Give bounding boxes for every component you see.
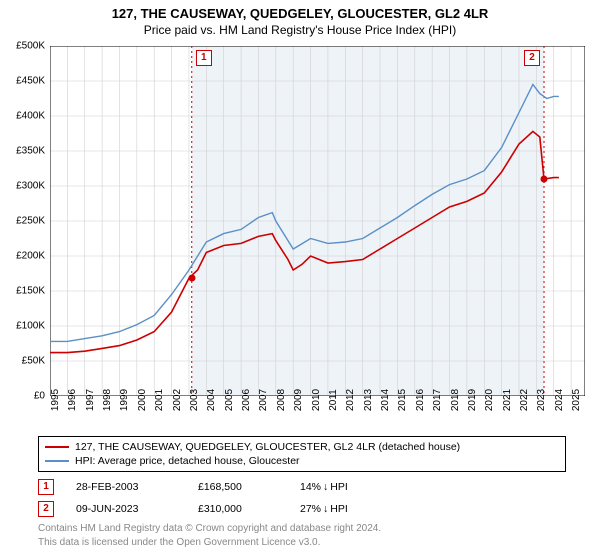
- chart-container: 127, THE CAUSEWAY, QUEDGELEY, GLOUCESTER…: [0, 0, 600, 560]
- sale-marker-dot: [188, 275, 195, 282]
- footer-attribution: Contains HM Land Registry data © Crown c…: [38, 522, 381, 549]
- legend-swatch: [45, 460, 69, 462]
- x-tick-label: 2021: [502, 389, 513, 411]
- legend-label: 127, THE CAUSEWAY, QUEDGELEY, GLOUCESTER…: [75, 441, 460, 453]
- x-tick-label: 1999: [119, 389, 130, 411]
- chart-marker-box: 1: [196, 50, 212, 66]
- y-tick-label: £100K: [16, 321, 45, 332]
- marker-num-icon: 2: [38, 501, 54, 517]
- footer-line: This data is licensed under the Open Gov…: [38, 536, 381, 550]
- y-tick-label: £300K: [16, 181, 45, 192]
- y-tick-label: £250K: [16, 216, 45, 227]
- y-tick-label: £0: [34, 391, 45, 402]
- x-tick-label: 2023: [536, 389, 547, 411]
- chart-title: 127, THE CAUSEWAY, QUEDGELEY, GLOUCESTER…: [0, 0, 600, 21]
- x-tick-label: 2017: [432, 389, 443, 411]
- x-tick-label: 2007: [258, 389, 269, 411]
- x-tick-label: 1996: [67, 389, 78, 411]
- chart-marker-box: 2: [524, 50, 540, 66]
- x-tick-label: 2004: [206, 389, 217, 411]
- down-arrow-icon: ↓: [323, 481, 328, 493]
- chart-subtitle: Price paid vs. HM Land Registry's House …: [0, 21, 600, 37]
- x-tick-label: 2010: [311, 389, 322, 411]
- x-tick-label: 2002: [172, 389, 183, 411]
- marker-price: £310,000: [198, 503, 278, 515]
- y-tick-label: £150K: [16, 286, 45, 297]
- y-tick-label: £500K: [16, 41, 45, 52]
- x-tick-label: 2018: [450, 389, 461, 411]
- marker-price: £168,500: [198, 481, 278, 493]
- marker-num-icon: 1: [38, 479, 54, 495]
- x-tick-label: 2005: [224, 389, 235, 411]
- x-tick-label: 2013: [363, 389, 374, 411]
- x-tick-label: 1995: [50, 389, 61, 411]
- x-tick-label: 2006: [241, 389, 252, 411]
- x-tick-label: 2014: [380, 389, 391, 411]
- y-tick-label: £350K: [16, 146, 45, 157]
- legend-label: HPI: Average price, detached house, Glou…: [75, 455, 300, 467]
- marker-table: 1 28-FEB-2003 £168,500 14% ↓ HPI 2 09-JU…: [38, 476, 348, 520]
- x-tick-label: 2001: [154, 389, 165, 411]
- legend-item: 127, THE CAUSEWAY, QUEDGELEY, GLOUCESTER…: [45, 440, 559, 454]
- x-tick-label: 2024: [554, 389, 565, 411]
- marker-row: 2 09-JUN-2023 £310,000 27% ↓ HPI: [38, 498, 348, 520]
- footer-line: Contains HM Land Registry data © Crown c…: [38, 522, 381, 536]
- x-tick-label: 2012: [345, 389, 356, 411]
- x-tick-label: 2022: [519, 389, 530, 411]
- x-tick-label: 2009: [293, 389, 304, 411]
- legend-swatch: [45, 446, 69, 448]
- legend: 127, THE CAUSEWAY, QUEDGELEY, GLOUCESTER…: [38, 436, 566, 472]
- marker-date: 28-FEB-2003: [76, 481, 176, 493]
- marker-pct: 14% ↓ HPI: [300, 481, 348, 493]
- x-tick-label: 2003: [189, 389, 200, 411]
- x-tick-label: 2011: [328, 389, 339, 411]
- x-tick-label: 2000: [137, 389, 148, 411]
- x-tick-label: 2016: [415, 389, 426, 411]
- y-tick-label: £50K: [22, 356, 45, 367]
- x-tick-label: 2019: [467, 389, 478, 411]
- y-tick-label: £200K: [16, 251, 45, 262]
- chart-svg: [50, 46, 585, 396]
- x-tick-label: 1997: [85, 389, 96, 411]
- x-tick-label: 1998: [102, 389, 113, 411]
- marker-date: 09-JUN-2023: [76, 503, 176, 515]
- y-tick-label: £450K: [16, 76, 45, 87]
- x-tick-label: 2025: [571, 389, 582, 411]
- x-tick-label: 2020: [484, 389, 495, 411]
- marker-pct: 27% ↓ HPI: [300, 503, 348, 515]
- sale-marker-dot: [541, 176, 548, 183]
- x-tick-label: 2015: [397, 389, 408, 411]
- down-arrow-icon: ↓: [323, 503, 328, 515]
- chart-plot-area: £0£50K£100K£150K£200K£250K£300K£350K£400…: [50, 46, 585, 396]
- legend-item: HPI: Average price, detached house, Glou…: [45, 454, 559, 468]
- x-tick-label: 2008: [276, 389, 287, 411]
- y-tick-label: £400K: [16, 111, 45, 122]
- marker-row: 1 28-FEB-2003 £168,500 14% ↓ HPI: [38, 476, 348, 498]
